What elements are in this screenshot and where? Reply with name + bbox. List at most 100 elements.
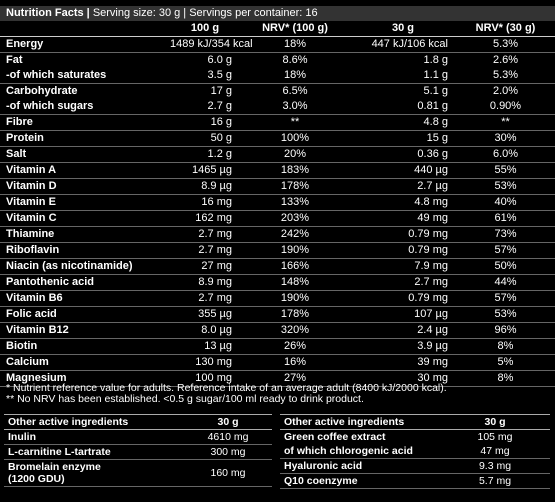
value-cell: 320%	[280, 324, 310, 336]
table-row: Riboflavin 2.7 mg 190% 0.79 mg 57%	[0, 243, 555, 259]
table-row: Green coffee extract 105 mg	[280, 430, 550, 445]
footnote: * Nutrient reference value for adults. R…	[6, 382, 447, 394]
value-cell: 2.0%	[492, 85, 519, 97]
value-cell: 107 µg	[414, 308, 448, 320]
value-cell: 8%	[497, 340, 514, 352]
row-group: Folic acid 355 µg 178% 107 µg 53%	[0, 307, 555, 323]
other-ingredients-right: Other active ingredients 30 g Green coffee…	[280, 414, 550, 489]
row-group: Hyaluronic acid 9.3 mg	[280, 459, 550, 474]
value-cell: 53%	[494, 308, 517, 320]
value-cell: 6.5%	[282, 85, 308, 97]
row-group: Fibre 16 g ** 4.8 g **	[0, 115, 555, 131]
value-cell: 40%	[494, 196, 517, 208]
value-cell: 13 µg	[204, 340, 232, 352]
table-row: Niacin (as nicotinamide) 27 mg 166% 7.9 mg 5…	[0, 259, 555, 275]
value-cell: 105 mg	[477, 431, 513, 443]
value-cell: 55%	[494, 164, 517, 176]
value-cell: 100 mg	[195, 372, 232, 384]
table-header: Other active ingredients 30 g	[4, 414, 272, 430]
value-cell: 6.0%	[492, 148, 519, 160]
row-group: Vitamin C 162 mg 203% 49 mg 61%	[0, 211, 555, 227]
value-cell: 447 kJ/106 kcal	[371, 38, 448, 50]
value-cell: 49 mg	[417, 212, 448, 224]
value-cell: 130 mg	[195, 356, 232, 368]
value-cell: 2.7 µg	[417, 180, 448, 192]
value-cell: 53%	[494, 180, 517, 192]
table-row: Vitamin C 162 mg 203% 49 mg 61%	[0, 211, 555, 227]
nutrient-label: Niacin (as nicotinamide)	[6, 260, 133, 272]
column-header: NRV* (30 g)	[456, 21, 555, 37]
value-cell: 0.79 mg	[408, 292, 448, 304]
table-row: -of which sugars 2.7 g 3.0% 0.81 g 0.90%	[0, 99, 555, 115]
value-cell: 100%	[280, 132, 310, 144]
value-cell: 440 µg	[414, 164, 448, 176]
value-cell: 1.1 g	[423, 69, 448, 81]
value-cell: 6.0 g	[207, 54, 232, 66]
nutrient-label: Vitamin D	[6, 180, 57, 192]
row-group: Vitamin D 8.9 µg 178% 2.7 µg 53%	[0, 179, 555, 195]
nutrient-label: Pantothenic acid	[6, 276, 95, 288]
ingredient-label: Inulin	[8, 431, 36, 443]
value-cell: 190%	[280, 244, 310, 256]
table-row: Protein 50 g 100% 15 g 30%	[0, 131, 555, 147]
nutrient-label: -of which sugars	[6, 100, 94, 112]
value-cell: 3.9 µg	[417, 340, 448, 352]
nutrient-label: Biotin	[6, 340, 38, 352]
row-group: Biotin 13 µg 26% 3.9 µg 8%	[0, 339, 555, 355]
table-row: Fat 6.0 g 8.6% 1.8 g 2.6%	[0, 53, 555, 69]
table-row: Salt 1.2 g 20% 0.36 g 6.0%	[0, 147, 555, 163]
table-row: -of which saturates 3.5 g 18% 1.1 g 5.3%	[0, 68, 555, 84]
value-cell: 0.36 g	[417, 148, 448, 160]
value-cell: 20%	[283, 148, 307, 160]
value-cell: 190%	[280, 292, 310, 304]
footnote: ** No NRV has been established. <0.5 g s…	[6, 393, 364, 405]
value-cell: 57%	[494, 244, 517, 256]
value-cell: 4.8 g	[423, 116, 448, 128]
row-group: Vitamin E 16 mg 133% 4.8 mg 40%	[0, 195, 555, 211]
header-row: Other active ingredients 30 g	[4, 414, 272, 430]
header-bar: Nutrition Facts | Serving size: 30 g | S…	[0, 6, 555, 21]
value-cell: 1.2 g	[207, 148, 232, 160]
table-row: Q10 coenzyme 5.7 mg	[280, 474, 550, 489]
ingredient-label: Green coffee extract	[284, 431, 386, 443]
value-cell: 1489 kJ/354 kcal	[170, 38, 253, 50]
table-row: Folic acid 355 µg 178% 107 µg 53%	[0, 307, 555, 323]
value-cell: 96%	[494, 324, 517, 336]
nutrient-label: Protein	[6, 132, 44, 144]
table-header: Other active ingredients 30 g	[280, 414, 550, 430]
ingredient-label: Q10 coenzyme	[284, 475, 358, 487]
column-header: Other active ingredients	[280, 414, 440, 430]
nutrient-label: Fibre	[6, 116, 33, 128]
value-cell: 0.79 mg	[408, 244, 448, 256]
row-group: Fat 6.0 g 8.6% 1.8 g 2.6% -of which saturates…	[0, 53, 555, 84]
value-cell: 2.4 µg	[417, 324, 448, 336]
table-row: Energy 1489 kJ/354 kcal 18% 447 kJ/106 kcal…	[0, 37, 555, 53]
value-cell: 5.7 mg	[478, 475, 512, 487]
row-group: Vitamin B12 8.0 µg 320% 2.4 µg 96%	[0, 323, 555, 339]
value-cell: 4610 mg	[207, 431, 249, 443]
nutrient-label: Vitamin B6	[6, 292, 63, 304]
value-cell: 4.8 mg	[414, 196, 448, 208]
value-cell: 57%	[494, 292, 517, 304]
value-cell: 148%	[280, 276, 310, 288]
value-cell: 7.9 mg	[414, 260, 448, 272]
nutrient-label: Fat	[6, 54, 23, 66]
row-group: Salt 1.2 g 20% 0.36 g 6.0%	[0, 147, 555, 163]
value-cell: 5.3%	[492, 38, 519, 50]
value-cell: 5.3%	[492, 69, 519, 81]
value-cell: 39 mg	[417, 356, 448, 368]
table-row: L-carnitine L-tartrate 300 mg	[4, 445, 272, 460]
column-header: 100 g	[170, 21, 240, 37]
value-cell: **	[501, 116, 510, 128]
value-cell: 8%	[497, 372, 514, 384]
table-row: Calcium 130 mg 16% 39 mg 5%	[0, 355, 555, 371]
value-cell: 8.9 µg	[201, 180, 232, 192]
value-cell: 2.7 mg	[198, 244, 232, 256]
row-group: Pantothenic acid 8.9 mg 148% 2.7 mg 44%	[0, 275, 555, 291]
row-group: Carbohydrate 17 g 6.5% 5.1 g 2.0% -of which s…	[0, 84, 555, 115]
value-cell: 47 mg	[480, 445, 510, 457]
nutrient-label: Vitamin B12	[6, 324, 69, 336]
row-group: Magnesium 100 mg 27% 30 mg 8%	[0, 371, 555, 387]
table-row: Inulin 4610 mg	[4, 430, 272, 445]
